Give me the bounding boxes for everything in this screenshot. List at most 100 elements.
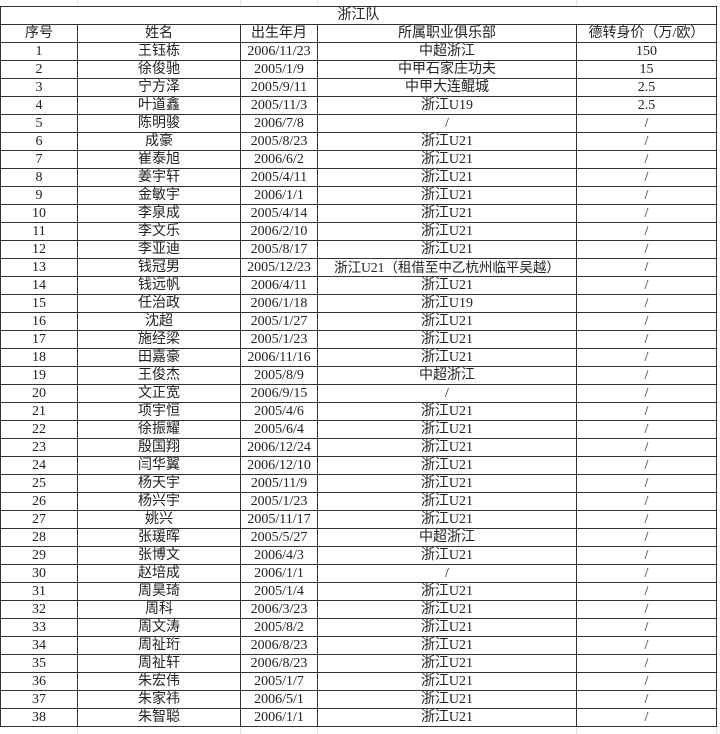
cell-value[interactable]: /	[576, 672, 717, 691]
cell-birth[interactable]: 2005/1/4	[240, 582, 318, 601]
cell-birth[interactable]: 2005/6/4	[240, 420, 318, 439]
cell-index[interactable]: 3	[0, 78, 78, 97]
cell-value[interactable]: /	[576, 402, 717, 421]
cell-value[interactable]: /	[576, 420, 717, 439]
cell-birth[interactable]: 2006/1/1	[240, 708, 318, 727]
cell-birth[interactable]: 2006/1/1	[240, 186, 318, 205]
cell-name[interactable]: 钱远帆	[77, 276, 241, 295]
cell-club[interactable]: 浙江U21	[317, 402, 577, 421]
cell-name[interactable]: 宁方泽	[77, 78, 241, 97]
cell-value[interactable]: /	[576, 168, 717, 187]
cell-index[interactable]: 34	[0, 636, 78, 655]
cell-name[interactable]: 徐振耀	[77, 420, 241, 439]
cell-index[interactable]: 20	[0, 384, 78, 403]
cell-index[interactable]: 11	[0, 222, 78, 241]
cell-club[interactable]: 浙江U21	[317, 132, 577, 151]
cell-club[interactable]: 中甲大连鲲城	[317, 78, 577, 97]
cell-name[interactable]: 李亚迪	[77, 240, 241, 259]
cell-index[interactable]: 30	[0, 564, 78, 583]
cell-club[interactable]: 浙江U21	[317, 510, 577, 529]
cell-club[interactable]: 浙江U21	[317, 708, 577, 727]
cell-name[interactable]: 周祉珩	[77, 636, 241, 655]
cell-birth[interactable]: 2005/1/27	[240, 312, 318, 331]
header-value[interactable]: 德转身价（万/欧）	[576, 24, 717, 43]
cell-value[interactable]: /	[576, 546, 717, 565]
cell-birth[interactable]: 2006/7/8	[240, 114, 318, 133]
cell-birth[interactable]: 2006/12/24	[240, 438, 318, 457]
cell-name[interactable]: 张瑗晖	[77, 528, 241, 547]
cell-name[interactable]: 王钰栋	[77, 42, 241, 61]
header-club[interactable]: 所属职业俱乐部	[317, 24, 577, 43]
cell-value[interactable]: 2.5	[576, 78, 717, 97]
cell-value[interactable]: /	[576, 330, 717, 349]
cell-index[interactable]: 5	[0, 114, 78, 133]
cell-value[interactable]: /	[576, 582, 717, 601]
cell-name[interactable]: 周昊琦	[77, 582, 241, 601]
cell-club[interactable]: 中超浙江	[317, 42, 577, 61]
cell-index[interactable]: 4	[0, 96, 78, 115]
cell-club[interactable]: 浙江U21	[317, 348, 577, 367]
cell-value[interactable]: 15	[576, 60, 717, 79]
cell-name[interactable]: 赵培成	[77, 564, 241, 583]
cell-name[interactable]: 王俊杰	[77, 366, 241, 385]
cell-index[interactable]: 24	[0, 456, 78, 475]
cell-club[interactable]: /	[317, 564, 577, 583]
cell-value[interactable]: /	[576, 366, 717, 385]
cell-value[interactable]: /	[576, 258, 717, 277]
cell-club[interactable]: 浙江U21	[317, 204, 577, 223]
cell-name[interactable]: 陈明骏	[77, 114, 241, 133]
cell-club[interactable]: 浙江U21	[317, 168, 577, 187]
cell-index[interactable]: 36	[0, 672, 78, 691]
cell-name[interactable]: 张博文	[77, 546, 241, 565]
cell-index[interactable]: 16	[0, 312, 78, 331]
cell-name[interactable]: 文正宽	[77, 384, 241, 403]
cell-birth[interactable]: 2006/5/1	[240, 690, 318, 709]
cell-index[interactable]: 29	[0, 546, 78, 565]
cell-value[interactable]: /	[576, 276, 717, 295]
cell-birth[interactable]: 2005/1/23	[240, 492, 318, 511]
cell-club[interactable]: 浙江U21	[317, 636, 577, 655]
cell-value[interactable]: /	[576, 150, 717, 169]
cell-index[interactable]: 13	[0, 258, 78, 277]
cell-club[interactable]: 浙江U21	[317, 600, 577, 619]
cell-birth[interactable]: 2006/6/2	[240, 150, 318, 169]
cell-name[interactable]: 朱宏伟	[77, 672, 241, 691]
cell-index[interactable]: 38	[0, 708, 78, 727]
cell-club[interactable]: /	[317, 114, 577, 133]
cell-name[interactable]: 钱冠男	[77, 258, 241, 277]
cell-birth[interactable]: 2006/1/18	[240, 294, 318, 313]
cell-birth[interactable]: 2006/3/23	[240, 600, 318, 619]
cell-value[interactable]: /	[576, 492, 717, 511]
cell-club[interactable]: 浙江U21（租借至中乙杭州临平吴越）	[317, 258, 577, 277]
cell-value[interactable]: /	[576, 438, 717, 457]
cell-name[interactable]: 杨兴宇	[77, 492, 241, 511]
cell-birth[interactable]: 2005/1/23	[240, 330, 318, 349]
cell-birth[interactable]: 2006/1/1	[240, 564, 318, 583]
cell-club[interactable]: 浙江U21	[317, 672, 577, 691]
cell-birth[interactable]: 2006/4/3	[240, 546, 318, 565]
cell-value[interactable]: /	[576, 132, 717, 151]
cell-birth[interactable]: 2005/9/11	[240, 78, 318, 97]
cell-name[interactable]: 施经梁	[77, 330, 241, 349]
cell-birth[interactable]: 2005/1/7	[240, 672, 318, 691]
cell-index[interactable]: 10	[0, 204, 78, 223]
cell-club[interactable]: 浙江U21	[317, 150, 577, 169]
cell-value[interactable]: /	[576, 564, 717, 583]
cell-index[interactable]: 37	[0, 690, 78, 709]
cell-club[interactable]: 浙江U21	[317, 546, 577, 565]
cell-club[interactable]: 浙江U21	[317, 654, 577, 673]
cell-club[interactable]: 浙江U21	[317, 456, 577, 475]
cell-index[interactable]: 7	[0, 150, 78, 169]
cell-name[interactable]: 李文乐	[77, 222, 241, 241]
cell-club[interactable]: 中甲石家庄功夫	[317, 60, 577, 79]
cell-index[interactable]: 9	[0, 186, 78, 205]
cell-birth[interactable]: 2006/11/23	[240, 42, 318, 61]
cell-club[interactable]: 浙江U19	[317, 96, 577, 115]
cell-name[interactable]: 李泉成	[77, 204, 241, 223]
cell-club[interactable]: 浙江U21	[317, 330, 577, 349]
cell-birth[interactable]: 2005/11/9	[240, 474, 318, 493]
cell-birth[interactable]: 2006/2/10	[240, 222, 318, 241]
cell-club[interactable]: 浙江U21	[317, 618, 577, 637]
cell-club[interactable]: 中超浙江	[317, 366, 577, 385]
cell-birth[interactable]: 2006/12/10	[240, 456, 318, 475]
